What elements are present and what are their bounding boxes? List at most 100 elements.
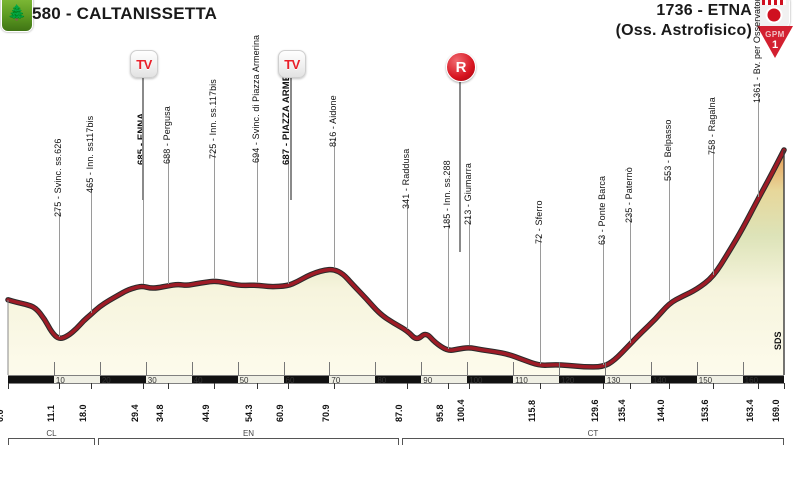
checker-stripe xyxy=(762,0,786,5)
province-code: CT xyxy=(402,429,784,438)
finish-dot xyxy=(765,6,783,24)
km-distance-label: 44.9 xyxy=(201,404,212,422)
axis-tick xyxy=(283,362,285,376)
axis-tick xyxy=(513,362,515,376)
km-tick xyxy=(90,383,92,389)
km-tick xyxy=(8,383,9,389)
axis-tick-label: 50 xyxy=(239,376,249,385)
axis-tick xyxy=(53,362,55,376)
finish-location-title: 1736 - ETNA xyxy=(656,2,752,19)
gpm-label: GPM xyxy=(765,30,785,39)
axis-tick-label: 80 xyxy=(377,376,387,385)
km-tick xyxy=(784,383,785,389)
point-leader-line xyxy=(58,209,60,338)
km-tick xyxy=(469,383,470,389)
axis-tick-label: 110 xyxy=(515,376,528,385)
km-distance-label: 135.4 xyxy=(616,399,627,422)
point-leader-line xyxy=(214,151,216,280)
km-tick xyxy=(287,383,289,389)
point-label: 694 - Svinc. di Piazza Armerina xyxy=(251,34,262,164)
finish-location-subtitle: (Oss. Astrofisico) xyxy=(615,22,752,39)
axis-tick-label: 30 xyxy=(147,376,157,385)
axis-segment xyxy=(99,376,146,383)
point-leader-line xyxy=(447,221,449,350)
point-leader-line xyxy=(539,235,541,364)
point-leader-line xyxy=(758,95,760,197)
start-location-title: 580 - CALTANISSETTA xyxy=(32,4,218,23)
km-distance-label: 169.0 xyxy=(771,399,781,422)
province-span-cl: CL xyxy=(8,429,95,445)
point-label: 465 - Inn. ss117bis xyxy=(84,115,95,193)
axis-tick-label: 140 xyxy=(652,376,667,385)
point-label: 235 - Paternò xyxy=(623,166,634,223)
km-tick xyxy=(603,383,605,389)
marker-stem xyxy=(459,82,461,252)
point-label: 1361 - Bv. per Osservatorio xyxy=(752,0,763,103)
axis-segment xyxy=(742,376,784,383)
axis-tick-label: 160 xyxy=(744,376,759,385)
point-leader-line xyxy=(333,139,335,268)
profile-line xyxy=(6,148,786,369)
distance-axis-bar xyxy=(8,375,784,384)
point-leader-line xyxy=(167,155,169,284)
km-distance-label: 11.1 xyxy=(45,404,56,422)
profile-fill xyxy=(8,150,784,375)
km-tick xyxy=(214,383,216,389)
province-cap-right xyxy=(94,432,95,445)
km-tick xyxy=(58,383,60,389)
province-cap-left xyxy=(98,432,99,445)
point-label: 213 - Giumarra xyxy=(463,163,473,226)
km-distance-label: 115.8 xyxy=(526,399,537,422)
axis-tick-label: 70 xyxy=(331,376,341,385)
km-distance-label: 54.3 xyxy=(244,404,255,422)
axis-tick xyxy=(467,362,469,376)
province-span-ct: CT xyxy=(402,429,784,445)
axis-tick xyxy=(375,362,377,376)
sds-label: SDS xyxy=(773,331,784,350)
refreshment-marker-icon[interactable]: R xyxy=(446,52,476,82)
km-tick xyxy=(539,383,541,389)
axis-tick xyxy=(329,362,331,376)
km-tick xyxy=(447,383,449,389)
axis-tick-label: 100 xyxy=(469,376,483,385)
axis-segment xyxy=(467,376,514,383)
km-tick xyxy=(167,383,169,389)
point-label: 72 - Sferro xyxy=(533,200,544,244)
point-leader-line xyxy=(287,155,289,284)
km-distance-label: 18.0 xyxy=(77,404,88,422)
tv-marker-icon[interactable]: TV xyxy=(130,50,158,78)
axis-tick xyxy=(99,362,101,376)
tv-marker-icon[interactable]: TV xyxy=(278,50,306,78)
axis-tick-label: 60 xyxy=(285,376,295,385)
km-distance-label: 29.4 xyxy=(129,404,140,422)
axis-tick xyxy=(559,362,560,376)
axis-tick-label: 20 xyxy=(101,376,111,385)
point-leader-line xyxy=(257,155,259,284)
province-cap-right xyxy=(783,432,784,445)
axis-tick-label: 40 xyxy=(193,376,203,385)
province-cap-left xyxy=(8,432,9,445)
marker-label: R xyxy=(455,58,467,76)
point-label: 341 - Raddusa xyxy=(401,148,412,209)
point-label: 185 - Inn. ss.288 xyxy=(441,160,452,230)
point-leader-line xyxy=(90,184,92,313)
km-distance-label: 34.8 xyxy=(154,404,165,422)
gpm-number: 1 xyxy=(771,39,779,51)
point-leader-line xyxy=(142,156,144,285)
province-cap-right xyxy=(398,432,399,445)
point-label: 688 - Pergusa xyxy=(161,105,172,164)
axis-tick xyxy=(421,362,423,376)
axis-tick-label: 120 xyxy=(561,376,575,385)
km-tick xyxy=(257,383,259,389)
point-label: 816 - Aidone xyxy=(327,95,338,148)
start-tree-icon: 🌲 xyxy=(1,0,33,32)
province-span-en: EN xyxy=(98,429,399,445)
km-tick xyxy=(713,383,715,389)
gpm-triangle xyxy=(757,26,793,58)
tree-glyph: 🌲 xyxy=(7,4,27,22)
km-tick xyxy=(629,383,631,389)
axis-tick-label: 10 xyxy=(55,376,65,385)
point-label: 275 - Svinc. ss.626 xyxy=(52,138,63,218)
km-tick xyxy=(333,383,335,389)
